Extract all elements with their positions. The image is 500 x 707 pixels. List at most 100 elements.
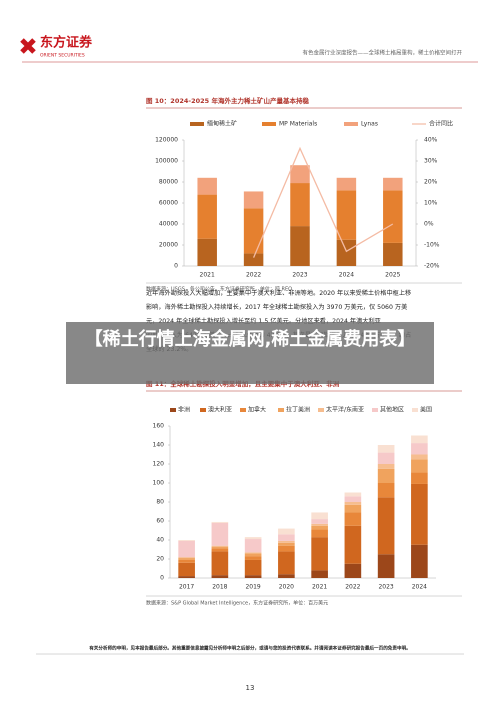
- legend-swatch: [278, 408, 284, 412]
- x-tick-label: 2022: [345, 584, 360, 591]
- legend-label: 拉丁美洲: [286, 406, 310, 414]
- legend-label: 缅甸稀土矿: [207, 120, 237, 128]
- bar-segment: [243, 191, 264, 209]
- y2-tick-label: 30%: [424, 158, 438, 165]
- bar-segment: [197, 194, 217, 239]
- y2-tick-label: 0%: [424, 221, 434, 228]
- bar-segment: [244, 552, 262, 554]
- bar-segment: [311, 529, 328, 538]
- legend-swatch: [240, 408, 246, 412]
- bar-segment: [377, 468, 395, 483]
- legend-swatch: [372, 408, 378, 412]
- y2-tick-label: 40%: [424, 137, 438, 144]
- x-tick-label: 2023: [292, 272, 307, 279]
- y-tick-label: 80000: [159, 179, 178, 186]
- bar-segment: [197, 238, 217, 266]
- bar-segment: [383, 177, 403, 191]
- x-tick-label: 2024: [412, 584, 427, 591]
- legend-swatch: [412, 408, 418, 412]
- legend-swatch: [262, 122, 276, 126]
- x-tick-label: 2019: [245, 584, 260, 591]
- bar-segment: [344, 496, 362, 502]
- paragraph-line: 元，2024 年全球稀土勘探投入增长至约 1.5 亿美元。分地区来看，2024 …: [146, 317, 381, 325]
- bar-segment: [244, 559, 262, 576]
- x-tick-label: 2025: [385, 272, 400, 279]
- legend-label: 澳大利亚: [208, 406, 232, 414]
- bar-segment: [244, 537, 262, 540]
- bar-segment: [344, 502, 362, 505]
- bar-segment: [278, 574, 295, 578]
- bar-segment: [211, 548, 229, 552]
- logo: 东方证券: [40, 35, 93, 51]
- x-tick-label: 2023: [378, 584, 393, 591]
- bar-segment: [411, 454, 428, 460]
- x-tick-label: 2021: [312, 584, 327, 591]
- bar-segment: [411, 459, 428, 473]
- y-tick-label: 60: [156, 518, 164, 525]
- y-tick-label: 0: [174, 263, 178, 270]
- bar-segment: [344, 563, 362, 578]
- bar-segment: [197, 177, 217, 195]
- x-tick-label: 2021: [200, 272, 215, 279]
- bar-segment: [311, 570, 328, 578]
- bar-segment: [244, 556, 262, 560]
- bar-segment: [411, 443, 428, 455]
- bar-segment: [377, 445, 395, 453]
- y-tick-label: 80: [156, 499, 164, 506]
- bar-segment: [411, 472, 428, 484]
- legend-swatch: [344, 122, 358, 126]
- y-tick-label: 120000: [155, 137, 178, 144]
- legend-label: 非洲: [178, 406, 190, 414]
- bar-segment: [311, 512, 328, 520]
- bar-segment: [211, 575, 229, 578]
- bar-segment: [411, 483, 428, 545]
- bar-segment: [377, 452, 395, 464]
- legend-label: 美国: [420, 406, 432, 414]
- bar-segment: [278, 551, 295, 575]
- bar-segment: [278, 528, 295, 535]
- bar-segment: [178, 562, 195, 577]
- legend-label: MP Materials: [279, 121, 317, 128]
- bar-segment: [178, 540, 195, 541]
- bar-segment: [243, 253, 264, 266]
- y-tick-label: 120: [153, 461, 165, 468]
- bar-segment: [178, 558, 195, 560]
- bar-segment: [383, 242, 403, 266]
- legend-label: 加拿大: [248, 406, 266, 414]
- y-tick-label: 100000: [155, 158, 178, 165]
- y-tick-label: 160: [153, 423, 165, 430]
- bar-segment: [211, 521, 229, 523]
- bar-segment: [278, 540, 295, 543]
- bar-segment: [290, 226, 310, 266]
- bar-segment: [311, 525, 328, 530]
- bar-segment: [377, 554, 395, 578]
- legend-label: Lynas: [361, 121, 378, 128]
- line-series: [253, 146, 394, 258]
- logo-icon: [20, 38, 36, 54]
- bar-segment: [377, 483, 395, 498]
- logo-en: ORIENT SECURITIES: [40, 53, 85, 59]
- bar-segment: [336, 177, 357, 191]
- bar-segment: [278, 545, 295, 552]
- bar-segment: [377, 464, 395, 469]
- bar-segment: [383, 190, 403, 243]
- paragraph-line: 影响，海外稀土勘探投入持续增长，2017 年全球稀土勘探投入为 3970 万美元…: [146, 303, 407, 311]
- legend-swatch: [170, 408, 176, 412]
- bar-segment: [344, 492, 362, 497]
- legend-swatch: [190, 122, 204, 126]
- bar-segment: [211, 546, 229, 549]
- y-tick-label: 40: [156, 537, 164, 544]
- bar-segment: [336, 190, 357, 240]
- y-tick-label: 20000: [159, 242, 178, 249]
- bar-segment: [336, 239, 357, 266]
- bar-segment: [411, 544, 428, 578]
- legend-swatch: [200, 408, 206, 412]
- bar-segment: [178, 540, 195, 558]
- bar-segment: [178, 559, 195, 563]
- bar-segment: [344, 525, 362, 564]
- legend-label: 合计同比: [429, 120, 453, 128]
- bar-segment: [290, 183, 310, 227]
- bar-segment: [411, 435, 428, 444]
- bar-segment: [211, 551, 229, 576]
